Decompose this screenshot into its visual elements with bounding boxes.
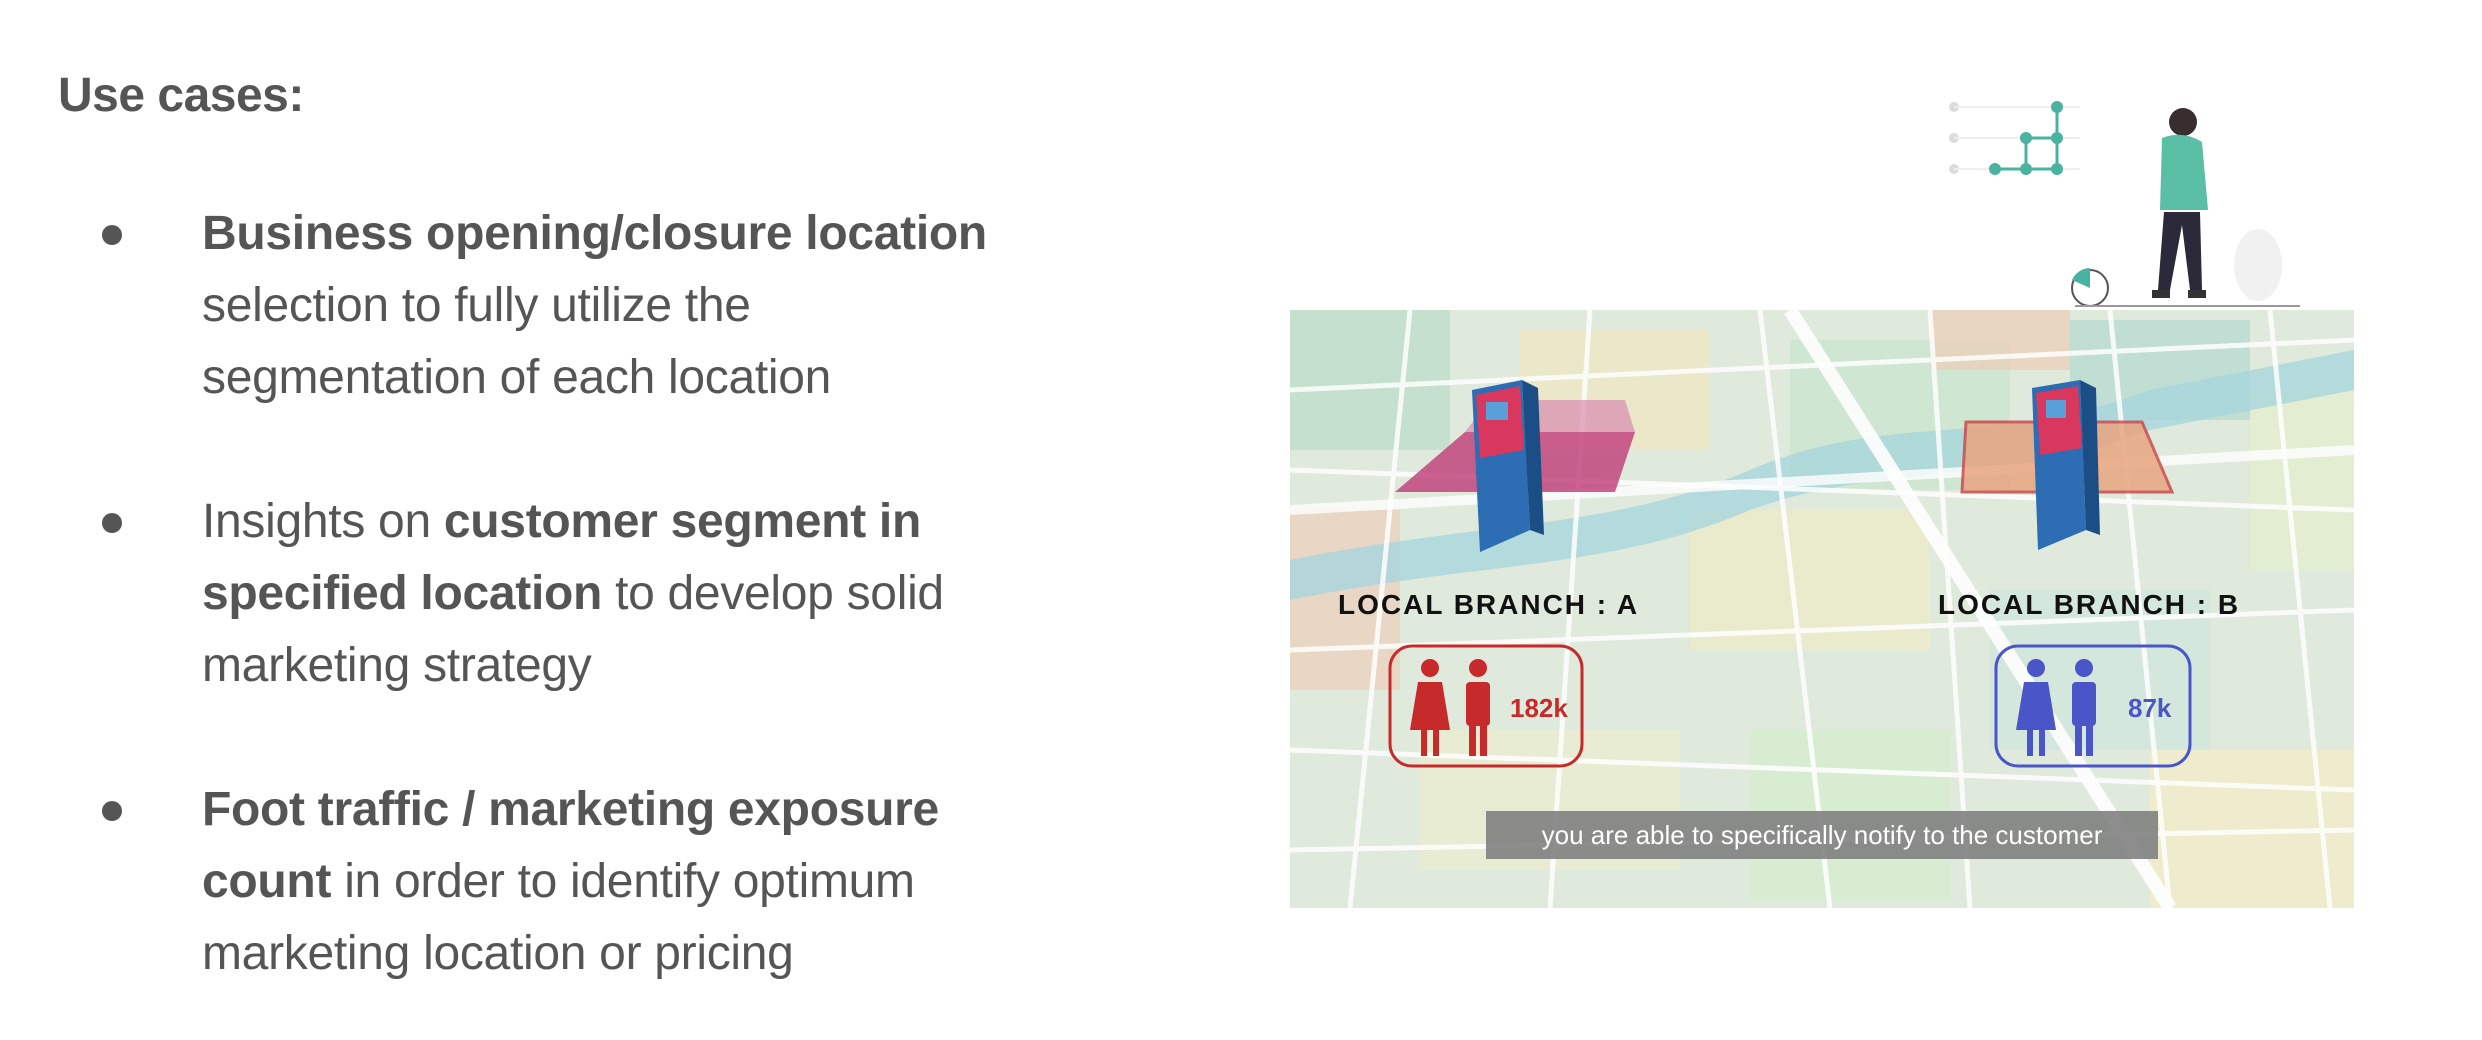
branch-a-traffic-badge: 182k [1388,644,1584,768]
use-case-3-text: in order to identify optimum marketing l… [202,855,915,980]
bullet-dot [102,225,122,245]
atm-kiosk-b-icon [2032,380,2100,550]
branch-b-traffic-badge: 87k [1994,644,2192,768]
use-case-2-text: to develop solid marketing strategy [202,567,944,692]
slide-heading: Use cases: [58,69,304,122]
use-case-1-bold: Business opening/closure location [202,207,987,260]
use-case-2: Insights on customer segment in specifie… [202,486,1022,702]
use-case-3: Foot traffic / marketing exposure count … [202,774,1022,990]
branch-a-count: 182k [1510,693,1568,723]
branch-b-count: 87k [2128,693,2172,723]
use-case-2-bold: customer segment in specified location [202,495,921,620]
people-icon-a [1410,659,1490,756]
caption-text: you are able to specifically notify to t… [1542,820,2103,850]
atm-kiosk-a-icon [1472,380,1544,552]
use-case-1-text: selection to fully utilize the segmentat… [202,279,832,404]
use-case-3-bold: Foot traffic / marketing exposure count [202,783,939,908]
branch-b-label: LOCAL BRANCH : B [1938,589,2240,620]
use-case-2-lead: Insights on [202,495,444,548]
caption-box [1486,811,2158,859]
analyst-figure-illustration [1949,101,2300,307]
people-icon-b [2016,659,2096,756]
bullet-dot [102,513,122,533]
branch-map-illustration: LOCAL BRANCH : A 182k LOCA [1289,90,2390,920]
bullet-dot [102,801,122,821]
use-case-1: Business opening/closure location select… [202,198,1022,414]
branch-a-label: LOCAL BRANCH : A [1338,589,1639,620]
